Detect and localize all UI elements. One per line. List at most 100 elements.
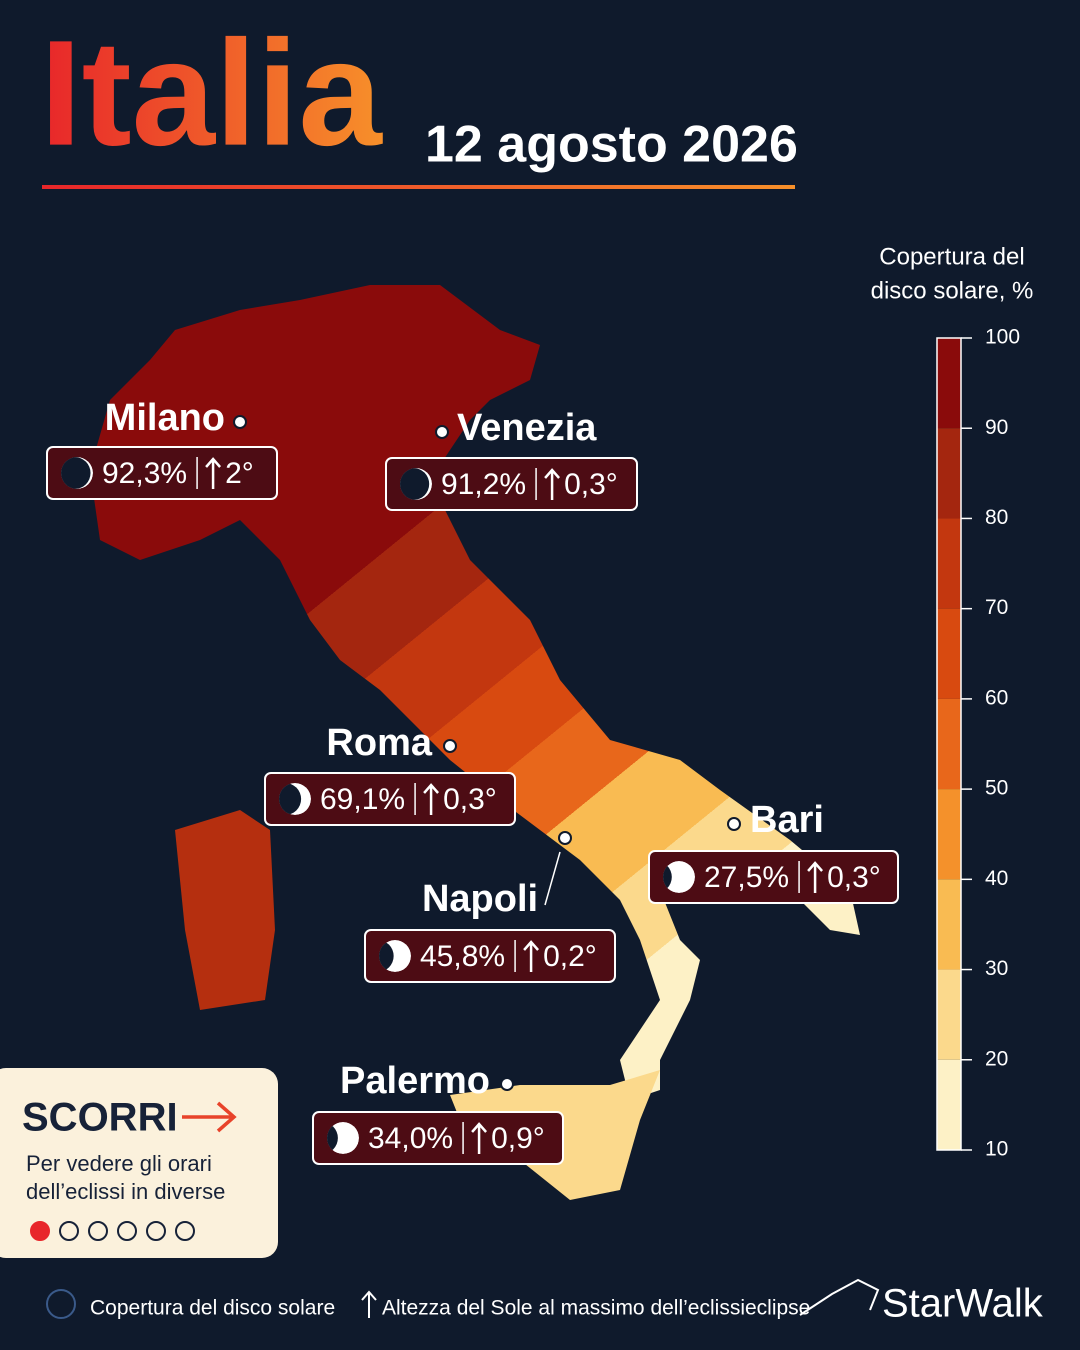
card-title: SCORRI [22,1096,178,1140]
page-dot [175,1221,195,1241]
leader [544,851,561,906]
info-box [312,1111,564,1165]
scale-tick-label: 20 [985,1047,1008,1070]
scale-band [937,969,961,1060]
coverage-note: Copertura del disco solare [90,1297,335,1320]
moon-disc [379,940,394,972]
card-text: dell’eclissi in diverse [26,1179,225,1204]
city-dot [500,1077,514,1091]
arrow-up [361,1290,377,1318]
date: 12 agosto 2026 [425,116,798,174]
scale-band [937,518,961,609]
scale-border [936,337,962,1151]
scale-band [937,1059,961,1150]
city-name: Roma [326,722,432,764]
coverage-label: 27,5% [704,861,789,894]
coverage-label: 91,2% [441,468,526,501]
scale-band [937,608,961,699]
city: Napoli 45,8% 0,2° [364,831,616,983]
footer: Copertura del disco solare Altezza del S… [46,1278,1044,1326]
altitude-note: Altezza del Sole al massimo dell’eclissi… [382,1297,810,1320]
city-dot [558,831,572,845]
arrow-up [205,457,222,489]
scroll-card[interactable]: SCORRI Per vedere gli orari dell’eclissi… [0,1068,278,1258]
page-dot [117,1221,137,1241]
city: Venezia 91,2% 0,3° [385,407,638,511]
city-name: Venezia [457,407,597,449]
city-dot [443,739,457,753]
logo-constellation [799,1278,880,1316]
scale-band [937,338,961,429]
sun-disc [663,861,695,893]
city-dot [233,415,247,429]
scale-tick-label: 90 [985,416,1008,439]
arrow-right [182,1101,237,1133]
city-dot [727,817,741,831]
card-text: Per vedere gli orari [26,1151,212,1176]
page-dot [88,1221,108,1241]
info-box [264,772,516,826]
city: Roma 69,1% 0,3° [264,722,516,826]
arrow-up [471,1122,488,1154]
altitude-label: 0,2° [543,940,597,973]
scale-tick-label: 70 [985,596,1008,619]
coverage-label: 45,8% [420,940,505,973]
info-box [46,446,278,500]
altitude-label: 0,3° [443,783,497,816]
moon-icon [279,783,311,815]
scale-tick-label: 10 [985,1138,1008,1161]
page-dot [30,1221,50,1241]
sardinia [175,810,275,1010]
arrow-up [807,861,824,893]
cities: Milano 92,3% 2° Venezia 91,2% 0,3° Roma 69,1% 0,… [46,397,899,1165]
info-box [648,850,899,904]
info-box [364,929,616,983]
page-dot [146,1221,166,1241]
altitude-label: 0,3° [564,468,618,501]
moon-disc [61,457,91,489]
brand: StarWalk [882,1282,1044,1326]
city-name: Milano [105,397,225,439]
moon-icon [46,1289,76,1319]
scale-band [937,428,961,519]
city-name: Palermo [340,1060,490,1102]
moon-disc [400,468,430,500]
moon-disc [279,783,302,815]
moon-icon [400,468,432,500]
moon-icon [61,457,93,489]
info-box [385,457,638,511]
coverage-label: 92,3% [102,457,187,490]
city-name: Napoli [422,878,538,920]
coverage-label: 34,0% [368,1122,453,1155]
legend-title: disco solare, % [871,277,1034,304]
page-dots [30,1221,195,1241]
arrow-up [523,940,540,972]
scale-tick-label: 100 [985,326,1020,349]
mainland [90,285,860,1100]
scale-tick-label: 60 [985,686,1008,709]
altitude-label: 2° [225,457,254,490]
legend-title: Copertura del [879,243,1024,270]
coverage-label: 69,1% [320,783,405,816]
scale-band [937,789,961,880]
altitude-label: 0,9° [491,1122,545,1155]
title-underline [42,185,795,189]
scale-band [937,879,961,970]
altitude-label: 0,3° [827,861,881,894]
legend: Copertura del disco solare, % 100 90 80 70 60 5… [871,243,1034,1160]
city-dot [435,425,449,439]
arrow-up [544,468,561,500]
moon-disc [327,1122,338,1154]
moon-icon [327,1122,359,1154]
page-dot [59,1221,79,1241]
scale-tick-label: 40 [985,867,1008,890]
scale-tick-label: 30 [985,957,1008,980]
city: Bari 27,5% 0,3° [648,799,899,904]
moon-icon [379,940,411,972]
title: Italia [40,9,383,177]
city: Milano 92,3% 2° [46,397,278,500]
scale-tick-label: 50 [985,777,1008,800]
arrow-up [423,783,440,815]
